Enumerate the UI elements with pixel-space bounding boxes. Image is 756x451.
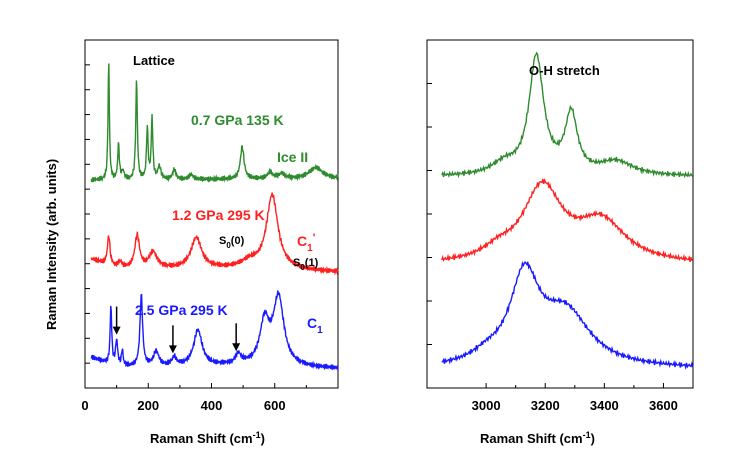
- phase-label-c1: C1: [307, 315, 323, 336]
- s0-0-base: S: [219, 235, 226, 247]
- s0-1-sub: 0: [300, 263, 305, 272]
- s0-0-label: S0(0): [219, 235, 245, 250]
- arrow-head: [168, 345, 177, 354]
- s0-1-rest: (1): [305, 257, 319, 269]
- right-panel: 3000 3200 3400 3600 O-H stretch Raman Shift…: [426, 39, 694, 446]
- left-xlabel: Raman Shift (cm-1): [150, 430, 265, 446]
- right-plot-frame: [426, 39, 694, 389]
- left-series-group: [90, 63, 339, 371]
- series-label-blue: 2.5 GPa 295 K: [135, 302, 228, 318]
- left-xtick-label: 600: [264, 398, 286, 413]
- right-axis-ticks: 3000 3200 3400 3600: [427, 83, 678, 413]
- lattice-label: Lattice: [133, 53, 175, 68]
- right-xlabel-sup: -1: [583, 430, 591, 440]
- s0-0-rest: (0): [231, 235, 245, 247]
- right-series-group: [441, 51, 694, 370]
- right-xtick-label: 3400: [590, 398, 619, 413]
- series-label-red: 1.2 GPa 295 K: [172, 207, 265, 223]
- right-spectrum-red: [441, 177, 693, 263]
- oh-stretch-title: O-H stretch: [529, 63, 600, 78]
- left-xlabel-sup: -1: [253, 430, 261, 440]
- phase-c1prime-prime: ': [313, 232, 316, 244]
- right-xtick-label: 3000: [472, 398, 501, 413]
- right-spectrum-blue: [441, 260, 694, 370]
- left-xlabel-close: ): [261, 431, 265, 446]
- left-xtick-label: 0: [81, 398, 88, 413]
- s0-1-label: S0(1): [293, 257, 319, 272]
- right-xlabel-close: ): [591, 431, 595, 446]
- right-xlabel: Raman Shift (cm-1): [480, 430, 595, 446]
- left-axis-ticks: 0 200 400 600: [81, 64, 307, 413]
- left-panel: 0 200 400 600 Lattice 0.7 GPa 135 K Ice II …: [44, 39, 339, 446]
- right-xtick-label: 3600: [649, 398, 678, 413]
- left-spectrum-green: [90, 63, 339, 183]
- phase-c1prime-sub: 1: [307, 243, 313, 254]
- right-xtick-label: 3200: [531, 398, 560, 413]
- right-xlabel-main: Raman Shift (cm: [480, 431, 583, 446]
- left-xtick-label: 400: [201, 398, 223, 413]
- phase-c1-sub: 1: [317, 325, 323, 336]
- phase-c1-base: C: [307, 315, 317, 331]
- left-xlabel-main: Raman Shift (cm: [150, 431, 253, 446]
- left-arrows-group: [112, 306, 241, 354]
- s0-1-base: S: [293, 257, 300, 269]
- s0-0-sub: 0: [226, 241, 231, 250]
- phase-c1prime-base: C: [297, 233, 307, 249]
- right-spectrum-green: [441, 51, 694, 179]
- arrow-head: [112, 326, 121, 335]
- left-xtick-label: 200: [137, 398, 159, 413]
- arrow-head: [232, 343, 241, 352]
- left-ylabel: Raman Intensity (arb. units): [44, 159, 59, 330]
- phase-label-ice2: Ice II: [277, 149, 308, 165]
- left-spectrum-red: [90, 192, 339, 276]
- left-spectrum-blue: [90, 290, 339, 371]
- phase-label-c1prime: C1': [297, 232, 316, 254]
- series-label-green: 0.7 GPa 135 K: [191, 112, 284, 128]
